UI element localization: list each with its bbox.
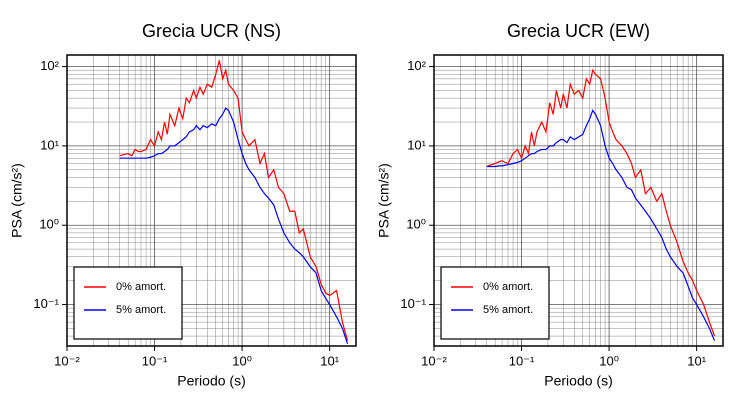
legend-text: 0% amort. [116,281,166,293]
x-axis-label: Periodo (s) [544,373,612,389]
x-tick-label: 10⁰ [599,353,619,368]
x-axis-label: Periodo (s) [177,373,245,389]
series-line [119,60,349,341]
y-tick-label: 10⁻¹ [400,296,426,311]
x-tick-label: 10⁻¹ [509,353,535,368]
legend-box [73,266,183,340]
x-tick-label: 10¹ [687,353,706,368]
y-tick-label: 10¹ [407,137,426,152]
plot-frame [66,54,357,347]
plot: 10⁻² 10⁻¹ 10⁰ 10¹ 10⁻¹ 10⁰ 10¹ 10² Grecia UCR (E… [376,21,724,389]
y-axis-label: PSA (cm/s²) [376,163,392,238]
y-axis-label: PSA (cm/s²) [9,163,25,238]
legend-text: 0% amort. [483,281,533,293]
x-tick-label: 10⁻² [421,353,447,368]
x-tick-label: 10⁻¹ [142,353,168,368]
y-tick-label: 10⁻¹ [33,296,59,311]
series-line [486,109,716,341]
x-tick-label: 10⁰ [232,353,252,368]
y-tick-label: 10² [407,58,426,73]
legend-text: 5% amort. [116,304,166,316]
x-tick-label: 10⁻² [54,353,80,368]
plot-frame [433,54,724,347]
legend-box [440,266,550,340]
plot: 10⁻² 10⁻¹ 10⁰ 10¹ 10⁻¹ 10⁰ 10¹ 10² Grecia UCR (N… [9,21,357,389]
x-tick-label: 10¹ [320,353,339,368]
series-line [119,107,349,344]
series-line [486,68,716,337]
y-tick-label: 10² [40,58,59,73]
y-tick-label: 10⁰ [39,217,59,232]
y-tick-label: 10⁰ [406,217,426,232]
chart-title: Grecia UCR (NS) [142,21,281,41]
legend-text: 5% amort. [483,304,533,316]
y-tick-label: 10¹ [40,137,59,152]
chart-title: Grecia UCR (EW) [507,21,650,41]
